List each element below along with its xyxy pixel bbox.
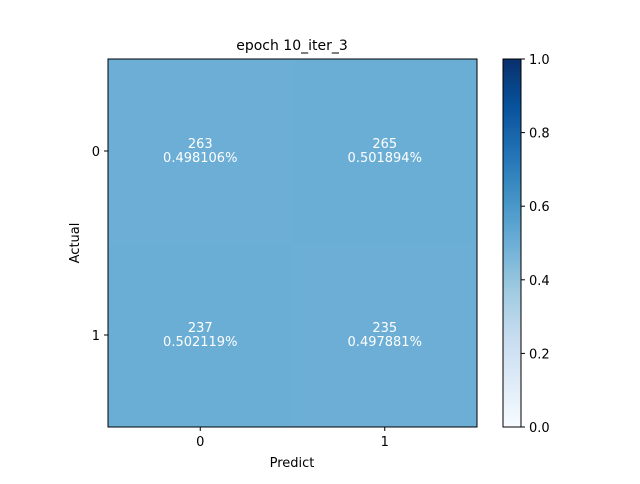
x-tick-label: 1: [381, 435, 389, 450]
cell-count-label-1-1: 235: [372, 321, 397, 336]
y-tick-label: 0: [92, 145, 100, 160]
y-axis-label: Actual: [68, 223, 83, 264]
colorbar-tick-label: 0.2: [529, 347, 550, 362]
heatmap-cell-0-0: [108, 59, 293, 244]
plot-frame: [107, 58, 478, 428]
x-axis-label: Predict: [270, 456, 315, 471]
heatmap-cell-0-1: [292, 59, 478, 244]
colorbar-tick-label: 0.8: [529, 127, 550, 142]
heatmap-cell-1-0: [108, 243, 293, 428]
cell-count-label-0-0: 263: [188, 137, 213, 152]
cell-percent-label-0-0: 0.498106%: [163, 151, 237, 166]
colorbar-tick-label: 0.4: [529, 274, 550, 289]
colorbar-tick-label: 0.6: [529, 200, 550, 215]
cell-count-label-0-1: 265: [372, 137, 397, 152]
cell-count-label-1-0: 237: [188, 321, 213, 336]
colorbar-ticks: 0.0 0.2 0.4 0.6 0.8 1.0: [521, 53, 550, 436]
y-axis-ticks: 01: [92, 145, 108, 344]
cell-percent-label-0-1: 0.501894%: [348, 151, 422, 166]
chart-title: epoch 10_iter_3: [236, 38, 348, 54]
colorbar-tick-label: 1.0: [529, 53, 550, 68]
y-tick-label: 1: [92, 329, 100, 344]
cell-percent-label-1-0: 0.502119%: [163, 335, 237, 350]
heatmap-cell-1-1: [292, 243, 478, 428]
colorbar-tick-label: 0.0: [529, 421, 550, 436]
colorbar: [502, 58, 522, 428]
x-tick-label: 0: [196, 435, 204, 450]
cell-percent-label-1-1: 0.497881%: [348, 335, 422, 350]
